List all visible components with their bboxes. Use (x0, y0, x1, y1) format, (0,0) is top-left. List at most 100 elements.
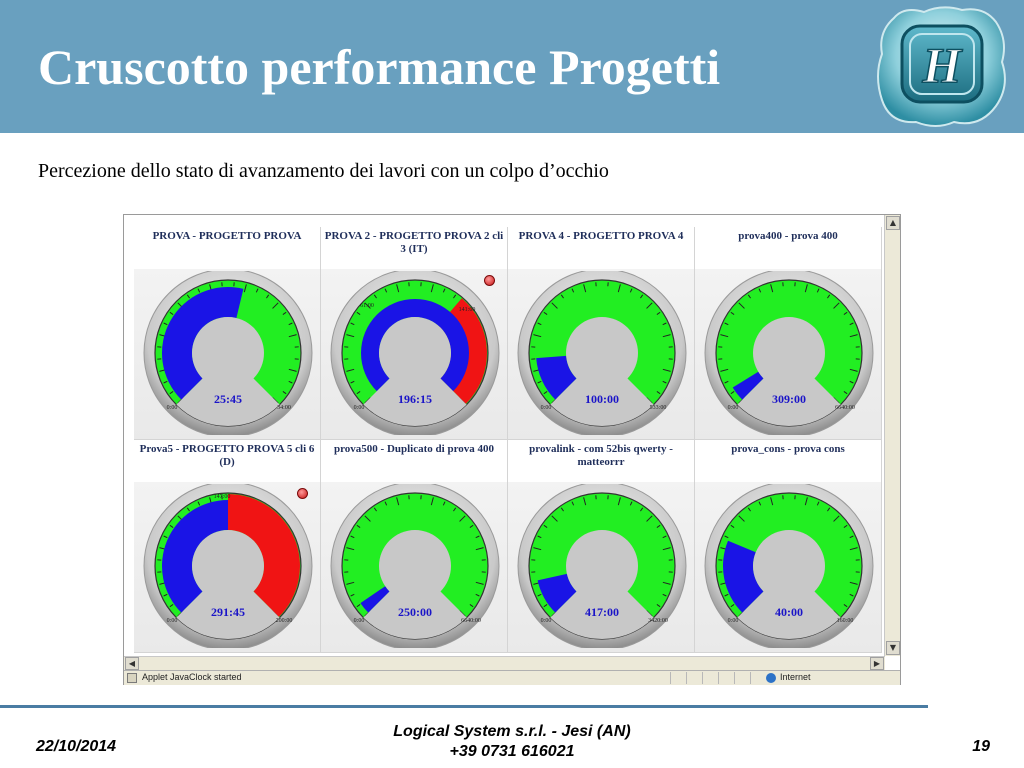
gauge-tick (537, 593, 542, 597)
gauge-tick (640, 294, 644, 299)
gauge-tick (442, 501, 446, 506)
gauge-tick (827, 294, 831, 299)
gauge-tick (656, 604, 661, 608)
gauge-tick (543, 604, 548, 608)
gauge-tick (724, 322, 729, 326)
gauge-title: Prova5 - PROGETTO PROVA 5 cli 6 (D) (139, 443, 315, 468)
gauge-tick (475, 547, 484, 551)
gauge-title: PROVA 4 - PROGETTO PROVA 4 (518, 230, 684, 242)
gauge-tick (849, 368, 858, 372)
gauge-tick (758, 288, 762, 293)
gauge-cell[interactable]: PROVA - PROGETTO PROVA 25:45 0:00 34:00 (134, 227, 321, 440)
gauge-tick (350, 380, 355, 384)
gauge-tick (724, 380, 729, 384)
gauge-tick (169, 524, 174, 528)
gauge-tick (662, 535, 667, 539)
gauge-tick (453, 294, 457, 299)
gauge-dial: 100:00 0:00 533:00 (517, 271, 687, 435)
gauge-cell[interactable]: prova400 - prova 400 309:00 0:00 6640:00 (695, 227, 882, 440)
gauge-dial: 250:00 0:00 6640:00 (330, 484, 500, 648)
gauge-cell[interactable]: prova_cons - prova cons 40:00 0:00 160:00 (695, 440, 882, 653)
gauge-value: 25:45 (214, 392, 242, 406)
gauge-base (176, 566, 280, 640)
horizontal-scrollbar[interactable]: ◀ ▶ (124, 656, 885, 670)
gauge-tick (560, 507, 564, 512)
alert-icon[interactable] (297, 488, 308, 499)
status-segment (686, 672, 700, 684)
gauge-tick (551, 515, 558, 522)
gauge-min-label: 0:00 (728, 405, 739, 411)
gauge-tick (543, 311, 548, 315)
gauge-dial: 417:00 0:00 3420:00 (517, 484, 687, 648)
gauge-max-label: 3420:00 (648, 618, 668, 624)
status-text: Applet JavaClock started (142, 672, 242, 682)
gauge-tick (730, 524, 735, 528)
slide-title: Cruscotto performance Progetti (38, 39, 721, 95)
gauge-tick (430, 497, 434, 506)
gauge-tick (186, 507, 190, 512)
alert-icon[interactable] (484, 275, 495, 286)
gauge-cell[interactable]: PROVA 4 - PROGETTO PROVA 4 100:00 0:00 533:… (508, 227, 695, 440)
gauge-tick (243, 284, 247, 293)
gauge-tick (724, 593, 729, 597)
gauge-max-label: 6640:00 (461, 618, 481, 624)
gauge-cell[interactable]: provalink - com 52bis qwerty - matteorrr… (508, 440, 695, 653)
gauge-tick (560, 294, 564, 299)
gauge-tick (770, 497, 774, 506)
gauge-tick (571, 501, 575, 506)
gauge-title: prova400 - prova 400 (738, 230, 838, 242)
gauge-tick (571, 288, 575, 293)
gauge-tick (747, 294, 751, 299)
gauge-tick (849, 547, 858, 551)
gauge-tick (356, 524, 361, 528)
gauge-tick (373, 294, 377, 299)
gauge-tick (543, 524, 548, 528)
gauge-tick (469, 604, 474, 608)
scroll-left-icon[interactable]: ◀ (125, 657, 139, 670)
gauge-value: 250:00 (398, 605, 432, 619)
gauge-cell[interactable]: prova500 - Duplicato di prova 400 250:00 0… (321, 440, 508, 653)
gauge-tick (662, 581, 671, 585)
gauge-tick (288, 368, 297, 372)
gauge-min-label: 0:00 (167, 618, 178, 624)
footer-company: Logical System s.r.l. - Jesi (AN) +39 07… (312, 722, 712, 762)
gauge-tick (459, 515, 466, 522)
gauge-tick (533, 547, 542, 551)
gauge-cell[interactable]: PROVA 2 - PROGETTO PROVA 2 cli 3 (IT) 196… (321, 227, 508, 440)
gauge-base (737, 566, 841, 640)
gauge-end-mark: 141:00 (459, 307, 476, 313)
progress-arc (360, 586, 390, 613)
progress-arc (161, 500, 228, 613)
status-segment (718, 672, 732, 684)
slide-subtitle: Percezione dello stato di avanzamento de… (38, 160, 609, 182)
gauge-dial: 291:45 0:00 200:00 147:00 (143, 484, 313, 648)
gauge-min-label: 0:00 (354, 618, 365, 624)
gauge-tick (849, 380, 854, 384)
gauge-tick (384, 501, 388, 506)
gauge-min-label: 0:00 (541, 618, 552, 624)
gauge-min-label: 0:00 (728, 618, 739, 624)
scroll-right-icon[interactable]: ▶ (870, 657, 884, 670)
gauge-min-label: 0:00 (354, 405, 365, 411)
gauge-tick (730, 311, 735, 315)
gauge-cell[interactable]: Prova5 - PROGETTO PROVA 5 cli 6 (D) 291:4… (134, 440, 321, 653)
gauge-tick (430, 284, 434, 293)
internet-globe-icon (766, 673, 776, 683)
gauge-tick (849, 593, 854, 597)
gauge-tick (288, 380, 293, 384)
gauge-tick (629, 501, 633, 506)
gauge-tick (442, 288, 446, 293)
vertical-scrollbar[interactable]: ▲ ▼ (884, 215, 900, 656)
logo-letter: H (922, 37, 964, 93)
gauge-base (176, 353, 280, 427)
footer-divider (0, 705, 928, 708)
gauge-tick (282, 311, 287, 315)
gauge-max-label: 533:00 (650, 405, 667, 411)
gauge-max-label: 6640:00 (835, 405, 855, 411)
scroll-down-icon[interactable]: ▼ (886, 641, 900, 655)
gauge-tick (543, 391, 548, 395)
gauge-tick (640, 507, 644, 512)
gauge-tick (169, 391, 174, 395)
scroll-up-icon[interactable]: ▲ (886, 216, 900, 230)
gauge-tick (537, 380, 542, 384)
